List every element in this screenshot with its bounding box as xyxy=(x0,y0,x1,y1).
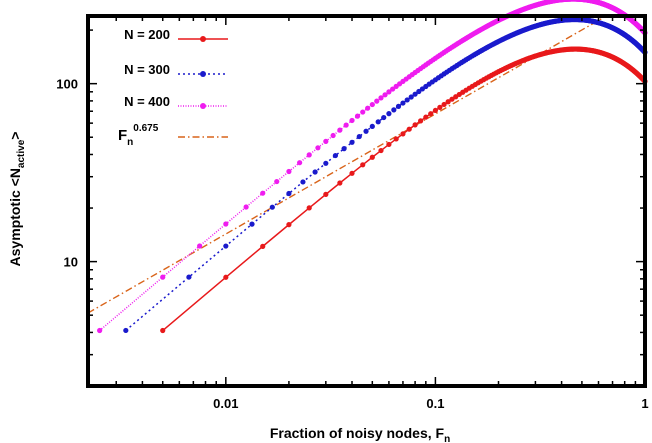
data-point-n200 xyxy=(437,104,443,110)
plot-frame xyxy=(86,14,647,388)
series-line-n200 xyxy=(162,48,646,332)
series-line-n300 xyxy=(125,18,646,332)
data-point-n200 xyxy=(386,141,392,148)
x-tick-label: 0.01 xyxy=(213,396,238,411)
y-tick-label: 100 xyxy=(56,77,78,92)
data-point-n300 xyxy=(363,128,369,134)
data-point-n300 xyxy=(395,103,402,109)
data-point-n400 xyxy=(343,122,349,128)
data-point-n300 xyxy=(323,160,329,166)
data-point-n200 xyxy=(445,99,451,105)
y-tick-label: 10 xyxy=(64,255,78,270)
data-point-n400 xyxy=(223,221,229,227)
data-point-n400 xyxy=(286,168,292,175)
data-point-n200 xyxy=(286,222,292,228)
data-point-n400 xyxy=(260,190,266,196)
data-point-n200 xyxy=(349,170,355,176)
legend-label-n200: N = 200 xyxy=(124,27,170,42)
data-point-n200 xyxy=(441,101,447,108)
data-point-n400 xyxy=(365,105,371,111)
tick-layer: 0.01 0.1 1 10 100 xyxy=(56,16,649,411)
data-point-n200 xyxy=(360,162,366,168)
series-layer xyxy=(97,0,648,334)
data-point-n400 xyxy=(374,98,380,104)
data-point-n200 xyxy=(369,154,375,160)
reference-line xyxy=(87,15,607,314)
data-point-n200 xyxy=(406,126,412,132)
data-point-n400 xyxy=(378,95,384,101)
x-tick-label: 1 xyxy=(641,396,648,411)
data-point-n300 xyxy=(312,169,318,175)
data-point-n300 xyxy=(269,204,275,210)
data-point-n400 xyxy=(243,204,249,210)
data-point-n400 xyxy=(382,92,388,98)
data-point-n400 xyxy=(354,113,361,119)
data-point-n400 xyxy=(97,327,103,334)
data-point-n400 xyxy=(306,152,312,158)
data-point-n300 xyxy=(332,152,339,159)
x-axis-label: Fraction of noisy nodes, Fn xyxy=(270,425,450,443)
data-point-n300 xyxy=(369,123,375,129)
plot-area: 0.01 0.1 1 10 100 xyxy=(56,0,649,411)
data-point-n400 xyxy=(160,274,166,280)
data-point-n300 xyxy=(375,119,381,125)
data-point-n200 xyxy=(323,191,329,197)
data-point-n400 xyxy=(274,178,280,185)
data-point-n300 xyxy=(386,111,392,117)
data-point-n300 xyxy=(391,107,397,113)
data-point-n300 xyxy=(123,327,129,334)
data-point-n200 xyxy=(160,327,166,334)
data-point-n200 xyxy=(432,107,439,114)
reference-line-layer xyxy=(87,15,607,314)
data-point-n300 xyxy=(300,179,306,185)
data-point-n300 xyxy=(223,243,229,249)
data-point-n200 xyxy=(449,96,455,102)
data-point-n200 xyxy=(400,131,406,137)
data-point-n400 xyxy=(369,101,375,108)
data-point-n200 xyxy=(260,243,266,249)
data-point-n200 xyxy=(337,180,343,186)
data-point-n400 xyxy=(390,86,396,92)
data-point-n200 xyxy=(223,274,229,280)
data-point-n400 xyxy=(386,89,392,95)
x-tick-label: 0.1 xyxy=(426,396,444,411)
data-point-n300 xyxy=(349,139,355,145)
legend: N = 200 N = 300 N = 400 Fn0.675 xyxy=(118,27,228,148)
data-point-n200 xyxy=(378,147,384,154)
legend-marker-n400 xyxy=(200,103,206,109)
data-point-n400 xyxy=(323,138,329,144)
data-point-n300 xyxy=(400,100,406,106)
legend-label-n400: N = 400 xyxy=(124,94,170,109)
data-point-n200 xyxy=(412,122,418,128)
data-point-n400 xyxy=(360,109,366,115)
legend-label-n300: N = 300 xyxy=(124,62,170,77)
data-point-n400 xyxy=(315,145,321,151)
data-point-n200 xyxy=(428,111,434,117)
data-point-n400 xyxy=(330,132,336,139)
data-point-n200 xyxy=(306,205,312,211)
data-point-n300 xyxy=(356,133,362,140)
data-point-n300 xyxy=(186,274,192,280)
y-axis-label: Asymptotic <Nactive> xyxy=(7,132,27,267)
data-point-n400 xyxy=(337,127,343,133)
data-point-n300 xyxy=(412,91,418,97)
legend-marker-n200 xyxy=(200,36,206,42)
data-point-n300 xyxy=(408,94,414,100)
data-point-n400 xyxy=(197,243,203,249)
data-point-n400 xyxy=(349,117,355,124)
data-point-n300 xyxy=(341,146,347,152)
data-point-n300 xyxy=(404,97,410,103)
data-point-n200 xyxy=(423,114,429,120)
data-point-n200 xyxy=(418,118,424,124)
data-point-n400 xyxy=(297,160,303,166)
data-point-n200 xyxy=(393,136,399,142)
legend-label-reference: Fn0.675 xyxy=(118,123,159,148)
legend-marker-n300 xyxy=(200,71,206,77)
data-point-n300 xyxy=(249,221,255,227)
data-point-n300 xyxy=(286,190,292,197)
data-point-n300 xyxy=(381,114,387,121)
